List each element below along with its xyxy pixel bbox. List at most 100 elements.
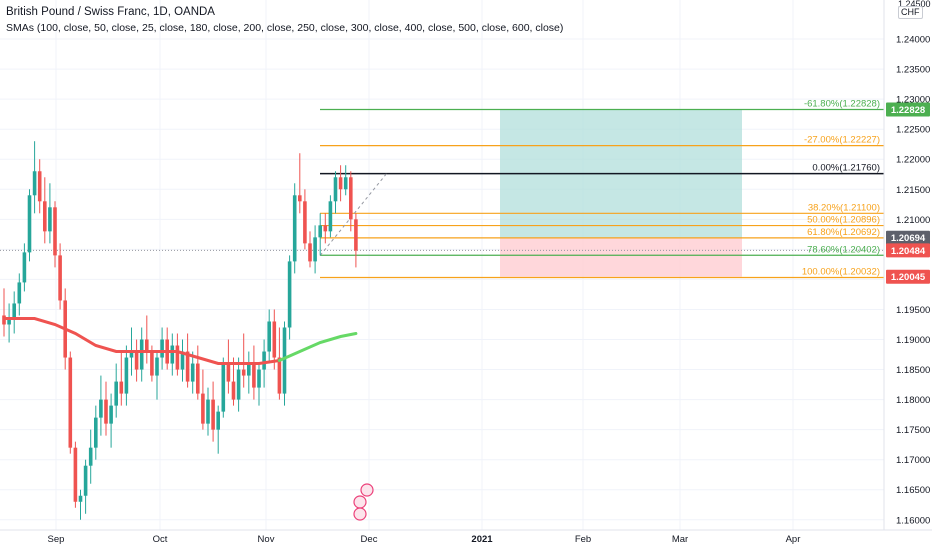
- candle-body: [221, 363, 226, 412]
- candle-body: [155, 357, 159, 376]
- time-axis-tick: Oct: [153, 534, 168, 545]
- candle-body: [104, 399, 108, 424]
- candle-body: [231, 381, 236, 400]
- candle-body: [7, 318, 11, 325]
- price-tag: [886, 269, 930, 284]
- price-axis-tick: 1.17500: [896, 425, 930, 436]
- candle-body: [12, 303, 16, 319]
- price-axis-tick: 1.22000: [896, 155, 930, 166]
- candle-body: [17, 282, 22, 304]
- price-axis-tick: 1.17000: [896, 455, 930, 466]
- fib-level-label: 50.00%(1.20896): [807, 215, 880, 226]
- candle-body: [216, 411, 220, 430]
- candle-body: [32, 171, 37, 196]
- candle-body: [201, 393, 205, 424]
- price-axis-tick: 1.23000: [896, 95, 930, 106]
- price-tag-label: 1.22828: [891, 105, 925, 116]
- time-axis-tick: Mar: [672, 534, 688, 545]
- candle-body: [58, 255, 62, 301]
- candle-body: [73, 447, 78, 502]
- price-axis-tick: 1.21500: [896, 185, 930, 196]
- candle-body: [99, 399, 103, 418]
- candle-body: [78, 495, 83, 502]
- candle-body: [338, 177, 343, 190]
- fib-level-label: 0.00%(1.21760): [812, 163, 880, 174]
- candle-body: [313, 237, 317, 262]
- candle-body: [206, 399, 210, 424]
- candle-body: [175, 345, 180, 370]
- sma-line-green: [277, 332, 358, 362]
- price-axis-tick: 1.21000: [896, 215, 930, 226]
- time-axis-tick: Dec: [361, 534, 378, 545]
- fib-level-label: -27.00%(1.22227): [804, 135, 880, 146]
- candle-body: [318, 225, 322, 238]
- loss-zone: [500, 237, 742, 277]
- fib-level-label: 78.60%(1.20402): [807, 244, 880, 255]
- candle-body: [190, 363, 195, 382]
- time-axis-tick: Feb: [575, 534, 591, 545]
- price-tag: [886, 230, 930, 245]
- candle-body: [323, 225, 328, 232]
- candle-body: [180, 351, 185, 370]
- price-tag-label: 1.20484: [891, 246, 926, 257]
- price-axis-tick: 1.22500: [896, 125, 930, 136]
- candle-body: [129, 351, 134, 358]
- candle-body: [196, 363, 200, 394]
- candle-body: [267, 321, 271, 352]
- price-tag-label: 1.20045: [891, 272, 926, 283]
- price-axis-tick: 1.16500: [896, 485, 930, 496]
- candle-body: [94, 417, 98, 448]
- candle-body: [48, 207, 52, 232]
- price-tag-label: 1.20694: [891, 233, 926, 244]
- candle-body: [308, 243, 312, 262]
- fib-level-label: 38.20%(1.21100): [808, 202, 880, 213]
- event-marker-icon: [353, 507, 367, 521]
- price-axis-tick: 1.24000: [896, 35, 930, 46]
- candle-body: [134, 351, 139, 370]
- candle-body: [43, 201, 47, 232]
- fib-level-label: 61.80%(1.20692): [807, 227, 880, 238]
- candle-body: [226, 363, 231, 382]
- candle-body: [328, 201, 333, 232]
- time-axis-tick: Apr: [786, 534, 801, 545]
- candle-body: [119, 381, 124, 394]
- fib-level-label: 100.00%(1.20032): [802, 266, 880, 277]
- event-marker-icon: [353, 495, 367, 509]
- price-tag: [886, 243, 930, 258]
- candle-body: [349, 177, 353, 220]
- currency-button[interactable]: CHF: [898, 6, 923, 19]
- event-marker-icon: [360, 483, 374, 497]
- price-axis-tick: 1.19500: [896, 305, 930, 316]
- candle-body: [83, 465, 88, 496]
- candle-body: [170, 345, 175, 364]
- time-axis-tick: Sep: [48, 534, 65, 545]
- candle-body: [287, 261, 292, 328]
- candle-body: [298, 195, 302, 202]
- candle-body: [68, 357, 73, 448]
- candle-body: [124, 357, 129, 394]
- candle-body: [185, 351, 190, 382]
- candle-body: [354, 219, 358, 251]
- candle-body: [22, 252, 27, 283]
- candle-body: [333, 177, 338, 202]
- candle-body: [88, 447, 93, 466]
- candle-body: [247, 363, 251, 376]
- candle-body: [252, 363, 256, 388]
- price-axis-tick: 1.23500: [896, 65, 930, 76]
- price-tag: [886, 102, 930, 117]
- time-axis-tick: 2021: [471, 534, 493, 545]
- candle-body: [37, 171, 42, 202]
- axis-top-partial-label: 1.24500: [898, 0, 931, 9]
- candle-body: [282, 327, 287, 394]
- chart-title: British Pound / Swiss Franc, 1D, OANDA: [6, 6, 215, 18]
- candle-body: [27, 195, 32, 253]
- candle-body: [109, 405, 113, 424]
- time-axis-tick: Nov: [258, 534, 275, 545]
- candle-body: [257, 369, 261, 388]
- candle-body: [211, 399, 215, 430]
- candle-body: [343, 177, 348, 190]
- indicators-legend: SMAs (100, close, 50, close, 25, close, …: [6, 22, 564, 34]
- candle-body: [292, 195, 297, 262]
- candle-body: [262, 351, 266, 370]
